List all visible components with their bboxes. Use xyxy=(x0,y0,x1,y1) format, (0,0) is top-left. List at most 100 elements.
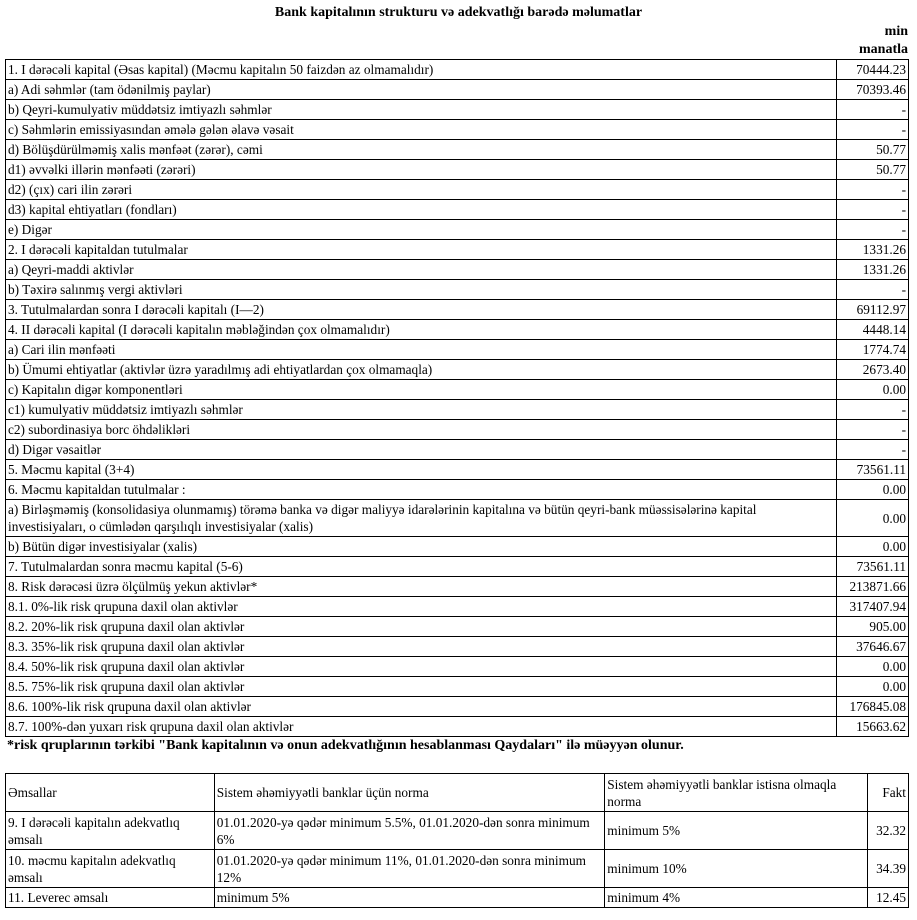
row-value: 15663.62 xyxy=(836,716,909,737)
row-value: 0.00 xyxy=(836,499,909,537)
row-label: d2) (çıx) cari ilin zərəri xyxy=(5,179,837,200)
row-label: 8.5. 75%-lik risk qrupuna daxil olan akt… xyxy=(5,676,837,697)
row-value: 0.00 xyxy=(836,676,909,697)
row-value: 1331.26 xyxy=(836,259,909,280)
row-label: 6. Məcmu kapitaldan tutulmalar : xyxy=(5,479,837,500)
ratio-name: 10. məcmu kapitalın adekvatlıq əmsalı xyxy=(5,849,215,888)
row-label: c1) kumulyativ müddətsiz imtiyazlı səhml… xyxy=(5,399,837,420)
table-row: 11. Leverec əmsalı minimum 5% minimum 4%… xyxy=(5,887,910,908)
table-row: 7. Tutulmalardan sonra məcmu kapital (5-… xyxy=(5,556,909,577)
table-row: 8.4. 50%-lik risk qrupuna daxil olan akt… xyxy=(5,656,909,677)
row-value: 0.00 xyxy=(836,379,909,400)
row-value: - xyxy=(836,439,909,460)
capital-structure-table: 1. I dərəcəli kapital (Əsas kapital) (Mə… xyxy=(5,59,909,737)
table-row: b) Təxirə salınmış vergi aktivləri - xyxy=(5,279,909,300)
row-value: 905.00 xyxy=(836,616,909,637)
row-label: c) Səhmlərin emissiyasından əmələ gələn … xyxy=(5,119,837,140)
row-label: a) Adi səhmlər (tam ödənilmiş paylar) xyxy=(5,79,837,100)
table-row: e) Digər - xyxy=(5,219,909,240)
row-value: 0.00 xyxy=(836,656,909,677)
row-value: 1331.26 xyxy=(836,239,909,260)
table-row: 10. məcmu kapitalın adekvatlıq əmsalı 01… xyxy=(5,849,910,888)
fact-value: 32.32 xyxy=(866,811,910,850)
row-value: 50.77 xyxy=(836,159,909,180)
row-label: d) Bölüşdürülməmiş xalis mənfəət (zərər)… xyxy=(5,139,837,160)
row-label: 7. Tutulmalardan sonra məcmu kapital (5-… xyxy=(5,556,837,577)
row-value: 73561.11 xyxy=(836,459,909,480)
row-value: 4448.14 xyxy=(836,319,909,340)
table-row: d) Bölüşdürülməmiş xalis mənfəət (zərər)… xyxy=(5,139,909,160)
table-row: d) Digər vəsaitlər - xyxy=(5,439,909,460)
table-row: c) Kapitalın digər komponentləri 0.00 xyxy=(5,379,909,400)
row-value: - xyxy=(836,279,909,300)
row-value: 70444.23 xyxy=(836,59,909,80)
table-row: c2) subordinasiya borc öhdəlikləri - xyxy=(5,419,909,440)
row-value: - xyxy=(836,119,909,140)
table-row: 1. I dərəcəli kapital (Əsas kapital) (Mə… xyxy=(5,59,909,80)
row-label: b) Ümumi ehtiyatlar (aktivlər üzrə yarad… xyxy=(5,359,837,380)
row-value: 1774.74 xyxy=(836,339,909,360)
row-value: 317407.94 xyxy=(836,596,909,617)
table-row: 4. II dərəcəli kapital (I dərəcəli kapit… xyxy=(5,319,909,340)
norm-other: minimum 5% xyxy=(604,811,868,850)
table-row: c) Səhmlərin emissiyasından əmələ gələn … xyxy=(5,119,909,140)
row-label: d) Digər vəsaitlər xyxy=(5,439,837,460)
row-label: 8.1. 0%-lik risk qrupuna daxil olan akti… xyxy=(5,596,837,617)
table-row: 8. Risk dərəcəsi üzrə ölçülmüş yekun akt… xyxy=(5,576,909,597)
table-row: 8.6. 100%-lik risk qrupuna daxil olan ak… xyxy=(5,696,909,717)
table-row: a) Qeyri-maddi aktivlər 1331.26 xyxy=(5,259,909,280)
table-row: a) Cari ilin mənfəəti 1774.74 xyxy=(5,339,909,360)
table-row: 8.3. 35%-lik risk qrupuna daxil olan akt… xyxy=(5,636,909,657)
table-row: d1) əvvəlki illərin mənfəəti (zərəri) 50.… xyxy=(5,159,909,180)
unit-line-1: min xyxy=(884,24,908,39)
row-value: 213871.66 xyxy=(836,576,909,597)
table-row: c1) kumulyativ müddətsiz imtiyazlı səhml… xyxy=(5,399,909,420)
norm-systemic: minimum 5% xyxy=(213,887,606,908)
ratios-table: Əmsallar Sistem əhəmiyyətli banklar üçün… xyxy=(5,773,910,908)
table-row: a) Birləşməmiş (konsolidasiya olunmamış)… xyxy=(5,499,909,537)
row-label: b) Bütün digər investisiyalar (xalis) xyxy=(5,536,837,557)
row-label: 8.6. 100%-lik risk qrupuna daxil olan ak… xyxy=(5,696,837,717)
row-label: d3) kapital ehtiyatları (fondları) xyxy=(5,199,837,220)
table-row: 8.7. 100%-dən yuxarı risk qrupuna daxil … xyxy=(5,716,909,737)
table-row: 8.1. 0%-lik risk qrupuna daxil olan akti… xyxy=(5,596,909,617)
table-header-row: Əmsallar Sistem əhəmiyyətli banklar üçün… xyxy=(5,773,910,812)
row-label: 8.3. 35%-lik risk qrupuna daxil olan akt… xyxy=(5,636,837,657)
row-label: a) Qeyri-maddi aktivlər xyxy=(5,259,837,280)
row-label: a) Cari ilin mənfəəti xyxy=(5,339,837,360)
header-cell: Sistem əhəmiyyətli banklar istisna olmaq… xyxy=(604,773,868,812)
row-value: 0.00 xyxy=(836,479,909,500)
row-value: - xyxy=(836,179,909,200)
row-label: 8.4. 50%-lik risk qrupuna daxil olan akt… xyxy=(5,656,837,677)
row-value: - xyxy=(836,219,909,240)
row-label: 8. Risk dərəcəsi üzrə ölçülmüş yekun akt… xyxy=(5,576,837,597)
table-row: b) Qeyri-kumulyativ müddətsiz imtiyazlı … xyxy=(5,99,909,120)
table-row: d3) kapital ehtiyatları (fondları) - xyxy=(5,199,909,220)
table-row: 6. Məcmu kapitaldan tutulmalar :0.00 xyxy=(5,479,909,500)
norm-other: minimum 10% xyxy=(604,849,868,888)
header-cell: Əmsallar xyxy=(5,773,215,812)
row-label: 8.2. 20%-lik risk qrupuna daxil olan akt… xyxy=(5,616,837,637)
fact-value: 34.39 xyxy=(866,849,910,888)
row-label: c2) subordinasiya borc öhdəlikləri xyxy=(5,419,837,440)
table-row: d2) (çıx) cari ilin zərəri - xyxy=(5,179,909,200)
table-row: 2. I dərəcəli kapitaldan tutulmalar 1331.… xyxy=(5,239,909,260)
row-label: 8.7. 100%-dən yuxarı risk qrupuna daxil … xyxy=(5,716,837,737)
row-label: b) Qeyri-kumulyativ müddətsiz imtiyazlı … xyxy=(5,99,837,120)
table-row: a) Adi səhmlər (tam ödənilmiş paylar) 703… xyxy=(5,79,909,100)
row-label: e) Digər xyxy=(5,219,837,240)
header-cell: Sistem əhəmiyyətli banklar üçün norma xyxy=(213,773,606,812)
unit-label: min manatla xyxy=(828,23,908,59)
row-label: c) Kapitalın digər komponentləri xyxy=(5,379,837,400)
row-value: - xyxy=(836,99,909,120)
footnote: *risk qruplarının tərkibi "Bank kapitalı… xyxy=(7,738,684,753)
row-label: 2. I dərəcəli kapitaldan tutulmalar xyxy=(5,239,837,260)
table-row: b) Bütün digər investisiyalar (xalis) 0.0… xyxy=(5,536,909,557)
row-value: 70393.46 xyxy=(836,79,909,100)
page-title: Bank kapitalının strukturu və adekvatlığ… xyxy=(274,5,643,20)
row-label: 1. I dərəcəli kapital (Əsas kapital) (Mə… xyxy=(5,59,837,80)
row-value: 37646.67 xyxy=(836,636,909,657)
ratio-name: 11. Leverec əmsalı xyxy=(5,887,215,908)
row-value: 2673.40 xyxy=(836,359,909,380)
row-value: 0.00 xyxy=(836,536,909,557)
